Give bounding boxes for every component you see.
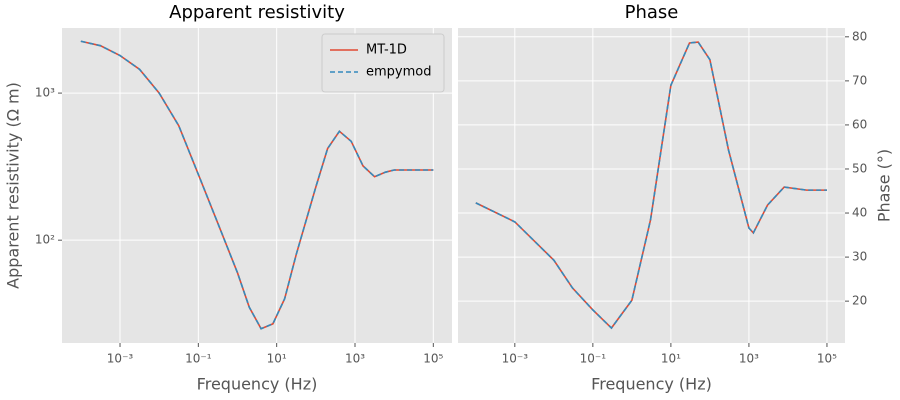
y-tick-label: 10³ [35, 86, 55, 100]
series-line [475, 41, 827, 330]
legend-box [321, 33, 445, 93]
x-tick-label: 10⁻³ [502, 352, 529, 366]
x-axis-label: Frequency (Hz) [197, 375, 318, 394]
x-tick-label: 10⁻¹ [580, 352, 607, 366]
x-tick-label: 10³ [345, 352, 365, 366]
y-axis-label: Apparent resistivity (Ω m) [4, 82, 23, 289]
x-tick-label: 10⁻³ [107, 352, 134, 366]
x-tick-label: 10⁵ [817, 352, 837, 366]
y-tick-label: 80 [852, 29, 867, 43]
y-tick-label: 20 [852, 294, 867, 308]
axis-title: Apparent resistivity [169, 2, 345, 23]
series-line [80, 40, 434, 330]
y-tick-label: 50 [852, 161, 867, 175]
x-tick-label: 10⁵ [423, 352, 443, 366]
x-tick-label: 10¹ [267, 352, 287, 366]
x-tick-label: 10¹ [661, 352, 681, 366]
y-axis-label: Phase (°) [875, 149, 894, 222]
legend-label: empymod [366, 65, 431, 80]
y-tick-label: 30 [852, 250, 867, 264]
y-tick-label: 10² [35, 233, 55, 247]
y-tick-label: 70 [852, 73, 867, 87]
x-tick-label: 10³ [739, 352, 759, 366]
plot-area [458, 28, 845, 343]
axis-title: Phase [625, 2, 679, 23]
y-tick-label: 40 [852, 206, 867, 220]
y-tick-label: 60 [852, 117, 867, 131]
x-tick-label: 10⁻¹ [185, 352, 212, 366]
legend-label: MT-1D [366, 43, 407, 58]
x-axis-label: Frequency (Hz) [591, 375, 712, 394]
